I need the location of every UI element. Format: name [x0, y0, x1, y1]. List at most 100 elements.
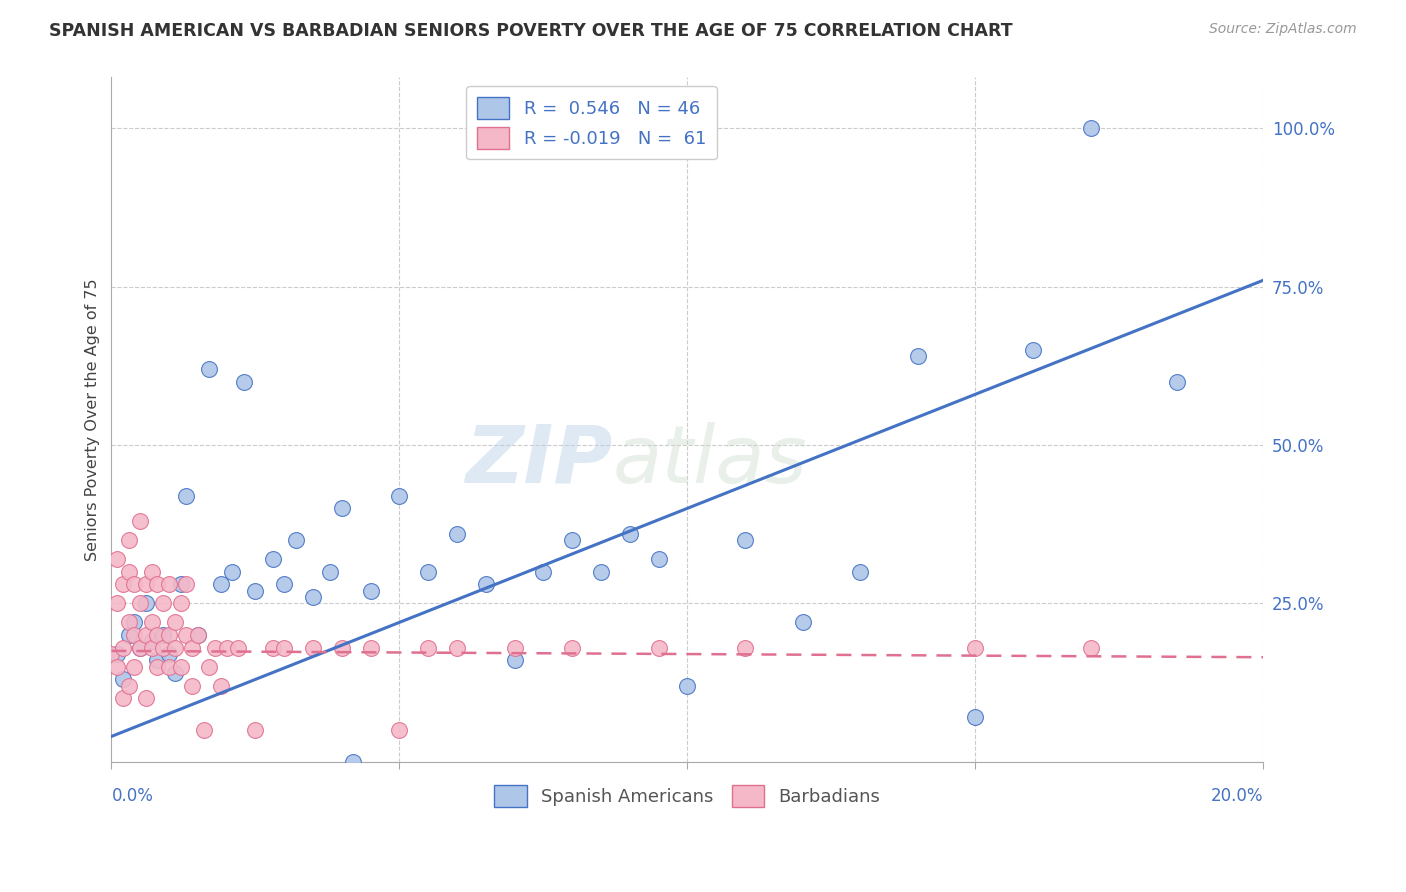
Point [135, 577, 157, 591]
Point [169, 659, 191, 673]
Point [105, 552, 128, 566]
Point [163, 640, 186, 655]
Point [129, 514, 152, 528]
Point [129, 640, 152, 655]
Point [198, 362, 221, 376]
Point [174, 628, 197, 642]
Point [163, 666, 186, 681]
Point [124, 615, 146, 630]
Point [273, 640, 295, 655]
Point [226, 640, 249, 655]
Point [619, 526, 641, 541]
Point [531, 565, 554, 579]
Point [302, 640, 325, 655]
Point [388, 489, 411, 503]
Point [319, 565, 342, 579]
Point [446, 526, 468, 541]
Point [245, 583, 267, 598]
Point [965, 640, 987, 655]
Point [135, 596, 157, 610]
Point [273, 577, 295, 591]
Point [302, 590, 325, 604]
Point [561, 640, 583, 655]
Y-axis label: Seniors Poverty Over the Age of 75: Seniors Poverty Over the Age of 75 [86, 278, 100, 561]
Point [330, 501, 353, 516]
Point [124, 577, 146, 591]
Text: SPANISH AMERICAN VS BARBADIAN SENIORS POVERTY OVER THE AGE OF 75 CORRELATION CHA: SPANISH AMERICAN VS BARBADIAN SENIORS PO… [49, 22, 1012, 40]
Point [141, 640, 163, 655]
Point [1080, 121, 1102, 136]
Point [187, 628, 209, 642]
Point [181, 679, 204, 693]
Point [446, 640, 468, 655]
Point [284, 533, 307, 547]
Point [157, 577, 180, 591]
Point [215, 640, 238, 655]
Point [111, 640, 134, 655]
Point [105, 596, 128, 610]
Point [146, 577, 169, 591]
Point [174, 489, 197, 503]
Point [193, 723, 215, 737]
Point [1022, 343, 1045, 357]
Point [141, 565, 163, 579]
Point [152, 640, 174, 655]
Text: 0.0%: 0.0% [111, 787, 153, 805]
Text: ZIP: ZIP [465, 422, 613, 500]
Point [209, 577, 232, 591]
Point [141, 615, 163, 630]
Point [169, 596, 191, 610]
Point [152, 628, 174, 642]
Point [163, 615, 186, 630]
Point [124, 659, 146, 673]
Point [561, 533, 583, 547]
Point [146, 628, 169, 642]
Point [157, 628, 180, 642]
Point [118, 533, 141, 547]
Point [118, 565, 141, 579]
Point [360, 640, 382, 655]
Point [965, 710, 987, 724]
Point [174, 577, 197, 591]
Point [111, 691, 134, 706]
Point [418, 565, 440, 579]
Point [135, 628, 157, 642]
Point [232, 375, 254, 389]
Point [330, 640, 353, 655]
Point [118, 615, 141, 630]
Point [221, 565, 243, 579]
Point [262, 552, 284, 566]
Point [360, 583, 382, 598]
Text: atlas: atlas [613, 422, 807, 500]
Point [262, 640, 284, 655]
Point [198, 659, 221, 673]
Text: Source: ZipAtlas.com: Source: ZipAtlas.com [1209, 22, 1357, 37]
Point [734, 533, 756, 547]
Point [152, 596, 174, 610]
Point [418, 640, 440, 655]
Point [157, 647, 180, 661]
Point [187, 628, 209, 642]
Point [111, 577, 134, 591]
Legend: Spanish Americans, Barbadians: Spanish Americans, Barbadians [486, 778, 887, 814]
Point [849, 565, 872, 579]
Point [105, 647, 128, 661]
Point [245, 723, 267, 737]
Point [503, 640, 526, 655]
Point [105, 659, 128, 673]
Point [124, 628, 146, 642]
Text: 20.0%: 20.0% [1211, 787, 1264, 805]
Point [111, 673, 134, 687]
Point [1080, 640, 1102, 655]
Point [647, 640, 669, 655]
Point [388, 723, 411, 737]
Point [734, 640, 756, 655]
Point [129, 640, 152, 655]
Point [204, 640, 226, 655]
Point [907, 349, 929, 363]
Point [100, 647, 122, 661]
Point [792, 615, 814, 630]
Point [342, 755, 364, 769]
Point [169, 577, 191, 591]
Point [146, 659, 169, 673]
